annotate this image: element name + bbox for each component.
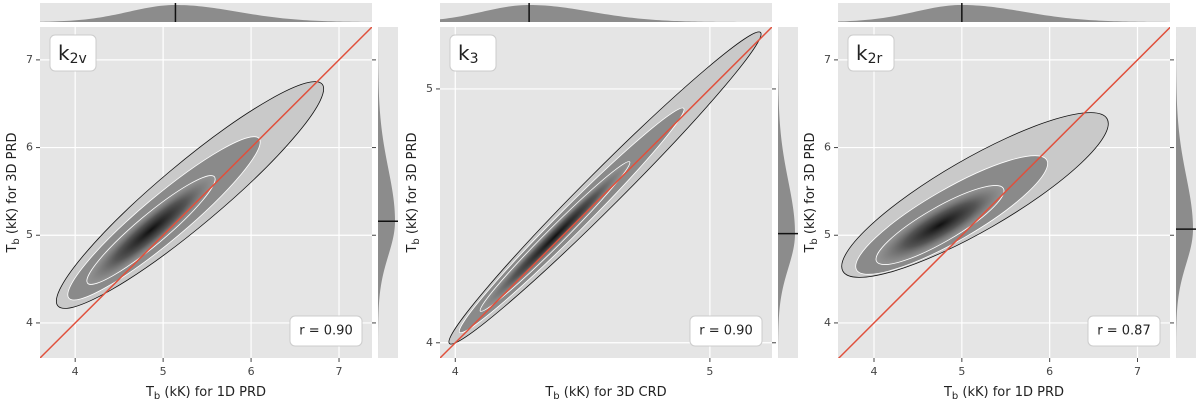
- y-axis-label: Tb (kK) for 3D PRD: [803, 132, 821, 253]
- top-marginal: [838, 5, 1170, 22]
- identity-line: [838, 27, 1170, 358]
- panel-label: k2r: [856, 41, 883, 68]
- x-tick-label: 4: [871, 365, 878, 378]
- y-tick-label: 7: [26, 53, 33, 66]
- annotation-box: [289, 315, 363, 347]
- x-axis-label: Tb (kK) for 3D CRD: [544, 385, 666, 402]
- panel-label-box: [847, 34, 895, 72]
- top-marginal: [40, 5, 372, 23]
- panel-label-box: [449, 34, 497, 72]
- panel-label-sub: 3: [470, 51, 479, 67]
- label-rest: (kK) for 3D CRD: [560, 385, 667, 400]
- plot-area: [440, 27, 772, 358]
- y-axis-label: Tb (kK) for 3D PRD: [5, 132, 23, 253]
- panel-label-base: k: [856, 41, 868, 65]
- x-tick-label: 5: [958, 365, 965, 378]
- label-rest: (kK) for 1D PRD: [160, 385, 266, 400]
- annotation-box: [689, 315, 763, 347]
- right-marginal: [778, 27, 795, 358]
- top-marginal: [440, 5, 772, 22]
- density-core: [875, 185, 1005, 265]
- x-tick-label: 5: [160, 365, 167, 378]
- x-tick-label: 7: [1134, 365, 1141, 378]
- label-rest: (kK) for 1D PRD: [958, 385, 1064, 400]
- label-sub: b: [154, 391, 160, 402]
- label-sub: b: [952, 391, 958, 402]
- density-core: [479, 161, 631, 312]
- identity-line: [40, 27, 372, 358]
- panel-label-base: k: [58, 41, 70, 65]
- label-symbol: T: [145, 385, 154, 400]
- right-marginal: [378, 27, 395, 358]
- y-tick-label: 5: [426, 82, 433, 95]
- x-tick-label: 6: [248, 365, 255, 378]
- x-tick-label: 5: [706, 365, 713, 378]
- label-symbol: T: [803, 245, 818, 254]
- identity-line: [440, 27, 772, 358]
- x-tick-label: 4: [452, 365, 459, 378]
- y-tick-label: 4: [426, 336, 433, 349]
- x-axis-label: Tb (kK) for 1D PRD: [145, 385, 266, 402]
- label-rest: (kK) for 3D PRD: [5, 132, 20, 238]
- label-sub: b: [553, 391, 559, 402]
- panel-label-sub: 2r: [868, 51, 883, 67]
- label-symbol: T: [544, 385, 553, 400]
- label-rest: (kK) for 3D PRD: [803, 132, 818, 238]
- label-rest: (kK) for 3D PRD: [405, 132, 420, 238]
- y-tick-label: 7: [824, 53, 831, 66]
- x-tick-label: 7: [336, 365, 343, 378]
- density-core: [86, 175, 216, 285]
- y-axis-label: Tb (kK) for 3D PRD: [405, 132, 423, 253]
- y-tick-label: 4: [824, 316, 831, 329]
- panel-label: k2v: [58, 41, 87, 68]
- plot-area: [40, 27, 372, 358]
- label-symbol: T: [943, 385, 952, 400]
- y-tick-label: 4: [26, 316, 33, 329]
- label-symbol: T: [5, 245, 20, 254]
- y-tick-label: 5: [26, 228, 33, 241]
- x-tick-label: 4: [72, 365, 79, 378]
- label-sub: b: [411, 238, 422, 244]
- plot-area: [838, 27, 1170, 358]
- panel-label: k3: [458, 41, 479, 68]
- y-tick-label: 5: [824, 228, 831, 241]
- y-tick-label: 6: [26, 141, 33, 154]
- y-tick-label: 6: [824, 141, 831, 154]
- annotation-box: [1087, 315, 1161, 347]
- annotation: r = 0.90: [699, 324, 752, 339]
- label-sub: b: [809, 238, 820, 244]
- right-marginal: [1176, 27, 1193, 358]
- x-axis-label: Tb (kK) for 1D PRD: [943, 385, 1064, 402]
- panel-label-base: k: [458, 41, 470, 65]
- x-tick-label: 6: [1046, 365, 1053, 378]
- panel-label-box: [49, 34, 97, 72]
- panel-label-sub: 2v: [70, 51, 87, 67]
- label-sub: b: [11, 238, 22, 244]
- annotation: r = 0.90: [299, 324, 352, 339]
- label-symbol: T: [405, 245, 420, 254]
- annotation: r = 0.87: [1097, 324, 1150, 339]
